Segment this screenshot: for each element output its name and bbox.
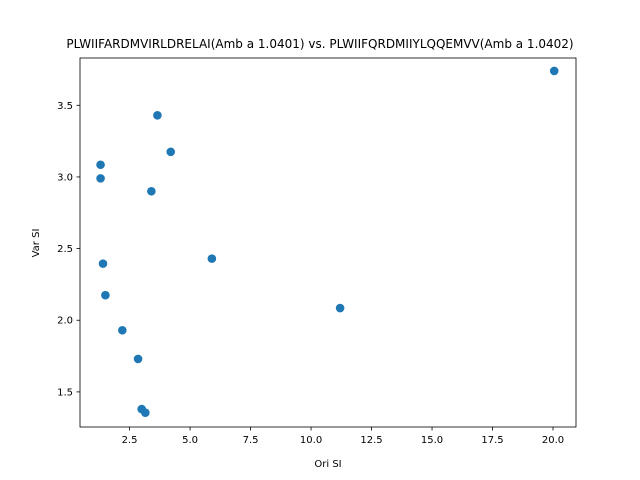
y-tick-label: 2.0	[57, 316, 73, 327]
data-point	[141, 408, 150, 417]
data-point	[133, 354, 143, 364]
x-tick-label: 10.0	[300, 435, 322, 446]
x-tick-label: 5.0	[182, 435, 198, 446]
data-points	[96, 66, 559, 417]
plot-frame	[79, 57, 577, 428]
x-tick-label: 15.0	[421, 435, 443, 446]
y-axis-label: Var SI	[31, 229, 42, 258]
x-tick-label: 12.5	[360, 435, 382, 446]
x-tick-label: 7.5	[243, 435, 259, 446]
data-point	[96, 160, 105, 170]
data-point	[549, 66, 559, 76]
x-tick-label: 2.5	[122, 435, 138, 446]
x-tick-label: 20.0	[542, 435, 564, 446]
data-point	[335, 303, 345, 313]
data-point	[118, 325, 127, 335]
y-tick-label: 2.5	[57, 244, 73, 255]
data-point	[147, 186, 156, 196]
x-axis-label: Ori SI	[314, 459, 341, 470]
data-point	[207, 254, 217, 263]
data-point	[166, 147, 176, 157]
data-point	[96, 174, 105, 183]
data-point	[153, 111, 162, 120]
data-point	[101, 290, 110, 300]
data-point	[98, 259, 108, 268]
chart-title: PLWIIFARDMVIRLDRELAI(Amb a 1.0401) vs. P…	[66, 37, 573, 51]
y-tick-label: 1.5	[57, 387, 73, 398]
y-tick-label: 3.0	[57, 172, 73, 183]
x-tick-label: 17.5	[481, 435, 503, 446]
y-tick-label: 3.5	[57, 101, 73, 112]
axes: 2.5 5.0 7.5 10.0 12.5 15.0 17.5 20.0 1.5 2.0 2.5 3.…	[57, 57, 577, 446]
